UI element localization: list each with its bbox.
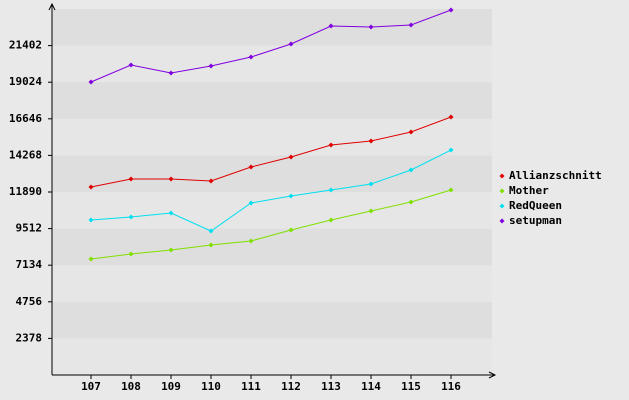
grid-band (52, 155, 492, 192)
data-point (288, 227, 294, 233)
y-tick-label: 9512 (16, 222, 43, 235)
data-point (248, 164, 254, 170)
data-point (168, 210, 174, 216)
data-point (408, 199, 414, 205)
legend-label: Allianzschnitt (509, 169, 602, 182)
grid-band (52, 9, 492, 46)
legend-label: Mother (509, 184, 549, 197)
data-point (88, 256, 94, 262)
grid-band (52, 45, 492, 83)
series-line (90, 189, 452, 260)
data-point (448, 114, 454, 120)
y-tick-label: 19024 (9, 75, 42, 88)
data-point (208, 242, 214, 248)
y-tick-label: 2378 (16, 331, 43, 344)
grid-band (52, 301, 492, 339)
x-tick-label: 113 (321, 380, 341, 393)
y-tick-label: 16646 (9, 112, 42, 125)
x-tick-label: 114 (361, 380, 381, 393)
grid-band (52, 265, 492, 302)
grid-band (52, 338, 492, 375)
legend-label: setupman (509, 214, 562, 227)
data-point (88, 217, 94, 223)
data-point (328, 187, 334, 193)
series-line (90, 116, 452, 188)
series-line (90, 9, 452, 83)
data-point (88, 184, 94, 190)
data-point (128, 176, 134, 182)
data-point (208, 63, 214, 69)
data-point (168, 70, 174, 76)
data-point (128, 251, 134, 257)
data-point (288, 193, 294, 199)
y-axis-arrow (48, 2, 56, 11)
data-point (248, 238, 254, 244)
y-tick-label: 14268 (9, 148, 42, 161)
data-point (408, 129, 414, 135)
data-point (368, 24, 374, 30)
data-point (168, 247, 174, 253)
series-line (90, 149, 452, 232)
x-tick-label: 108 (121, 380, 141, 393)
data-point (128, 62, 134, 68)
data-point (328, 217, 334, 223)
legend-label: RedQueen (509, 199, 562, 212)
data-point (288, 41, 294, 47)
y-tick-label: 21402 (9, 39, 42, 52)
data-point (368, 138, 374, 144)
x-tick-label: 111 (241, 380, 261, 393)
legend-marker (499, 218, 505, 224)
data-point (248, 200, 254, 206)
y-tick-label: 11890 (9, 185, 42, 198)
y-tick-label: 7134 (16, 258, 43, 271)
x-tick-label: 109 (161, 380, 181, 393)
data-point (408, 22, 414, 28)
data-point (328, 142, 334, 148)
data-point (248, 54, 254, 60)
data-point (208, 228, 214, 234)
legend-marker (499, 188, 505, 194)
grid-band (52, 118, 492, 156)
x-tick-label: 107 (81, 380, 101, 393)
data-point (128, 214, 134, 220)
data-point (368, 181, 374, 187)
data-point (368, 208, 374, 214)
data-point (448, 7, 454, 13)
x-tick-label: 110 (201, 380, 221, 393)
y-tick-label: 4756 (16, 295, 43, 308)
data-point (448, 187, 454, 193)
x-tick-label: 115 (401, 380, 421, 393)
data-point (448, 147, 454, 153)
data-point (168, 176, 174, 182)
data-point (88, 79, 94, 85)
legend-marker (499, 203, 505, 209)
grid-band (52, 228, 492, 266)
x-tick-label: 116 (441, 380, 461, 393)
x-tick-label: 112 (281, 380, 301, 393)
data-point (328, 23, 334, 29)
data-point (208, 178, 214, 184)
data-point (288, 154, 294, 160)
grid-band (52, 82, 492, 119)
x-axis-arrow (488, 371, 497, 379)
legend-marker (499, 173, 505, 179)
data-point (408, 167, 414, 173)
grid-band (52, 192, 492, 229)
